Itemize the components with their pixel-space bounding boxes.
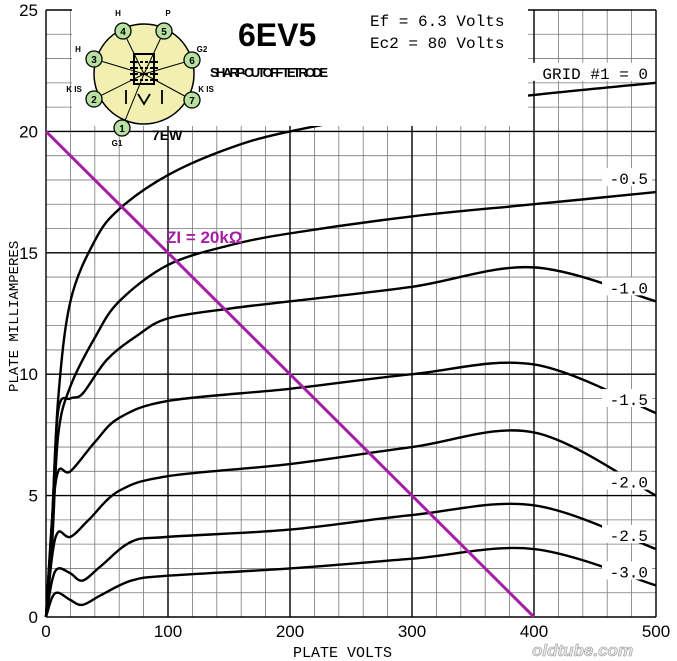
load-line-label: ZI = 20kΩ [166, 228, 242, 247]
watermark: oldtube.com [532, 641, 633, 660]
condition-ec2: Ec2 = 80 Volts [370, 35, 504, 53]
pin-label: K IS [66, 85, 82, 94]
chart-subtitle: SHARP-CUTOFF TETRODE [210, 65, 328, 80]
series-curve-3 [44, 361, 657, 618]
load-line [44, 130, 536, 619]
pin-number: 4 [120, 27, 126, 38]
series-label-background [532, 62, 652, 81]
series-curve-1 [44, 190, 657, 618]
series-label-2: -1.0 [610, 280, 648, 298]
pin-label: G2 [197, 45, 208, 54]
x-tick-label: 0 [41, 622, 50, 641]
series-label-3: -1.5 [610, 392, 648, 410]
pin-number: 5 [161, 27, 167, 38]
pin-2 [85, 90, 103, 108]
pin-label: K IS [198, 85, 214, 94]
y-tick-label: 10 [19, 365, 38, 384]
series-label-background [602, 561, 652, 580]
series-label-6: -3.0 [610, 564, 648, 582]
series-label-background [602, 277, 652, 296]
pin-lead [121, 73, 145, 129]
heater-symbol [125, 90, 163, 106]
pin-lead [93, 58, 145, 75]
pin-number: 3 [91, 55, 97, 66]
pin-1 [113, 119, 131, 137]
pin-6 [183, 51, 201, 69]
chart-title: 6EV5 [238, 17, 316, 53]
pin-lead [143, 73, 193, 101]
series-curve-6 [44, 546, 657, 618]
pin-4 [114, 22, 132, 40]
series-curve-2 [44, 265, 657, 618]
series-labels: GRID #1 = 0 -0.5 -1.0 -1.5 -2.0 -2.5 -3.0 [532, 62, 652, 582]
series-label-0: GRID #1 = 0 [542, 66, 648, 84]
series-curve-4 [44, 429, 657, 618]
series-label-background [602, 168, 652, 187]
x-tick-label: 300 [398, 622, 426, 641]
pin-number: 1 [119, 124, 125, 135]
series-label-5: -2.5 [610, 528, 648, 546]
y-tick-label: 15 [19, 244, 38, 263]
condition-ef: Ef = 6.3 Volts [370, 13, 504, 31]
pin-5 [155, 22, 173, 40]
electrode-symbol [133, 53, 155, 85]
y-tick-label: 5 [29, 487, 38, 506]
series-label-1: -0.5 [610, 171, 648, 189]
series-label-4: -2.0 [610, 475, 648, 493]
pin-label: G1 [112, 139, 123, 148]
y-axis-label: PLATE MILLIAMPERES [7, 241, 23, 392]
base-code: 7EW [152, 127, 183, 143]
series-label-background [602, 471, 652, 490]
series-label-background [602, 525, 652, 544]
x-tick-label: 200 [276, 622, 304, 641]
pin-number: 2 [91, 95, 97, 106]
pin-7 [183, 91, 201, 109]
pin-lead [93, 73, 145, 100]
y-tick-label: 0 [29, 608, 38, 627]
series-curve-5 [44, 502, 657, 618]
x-tick-label: 100 [154, 622, 182, 641]
pin-number: 7 [189, 96, 195, 107]
y-tick-label: 25 [19, 1, 38, 20]
pin-number: 6 [189, 56, 195, 67]
pin-label: P [165, 9, 171, 18]
pin-label: H [75, 45, 81, 54]
x-tick-label: 500 [642, 622, 670, 641]
y-tick-label: 20 [19, 122, 38, 141]
pin-3 [85, 50, 103, 68]
x-axis-label: PLATE VOLTS [293, 645, 392, 661]
pin-label: H [115, 9, 121, 18]
series-label-background [602, 389, 652, 408]
x-tick-label: 400 [520, 622, 548, 641]
